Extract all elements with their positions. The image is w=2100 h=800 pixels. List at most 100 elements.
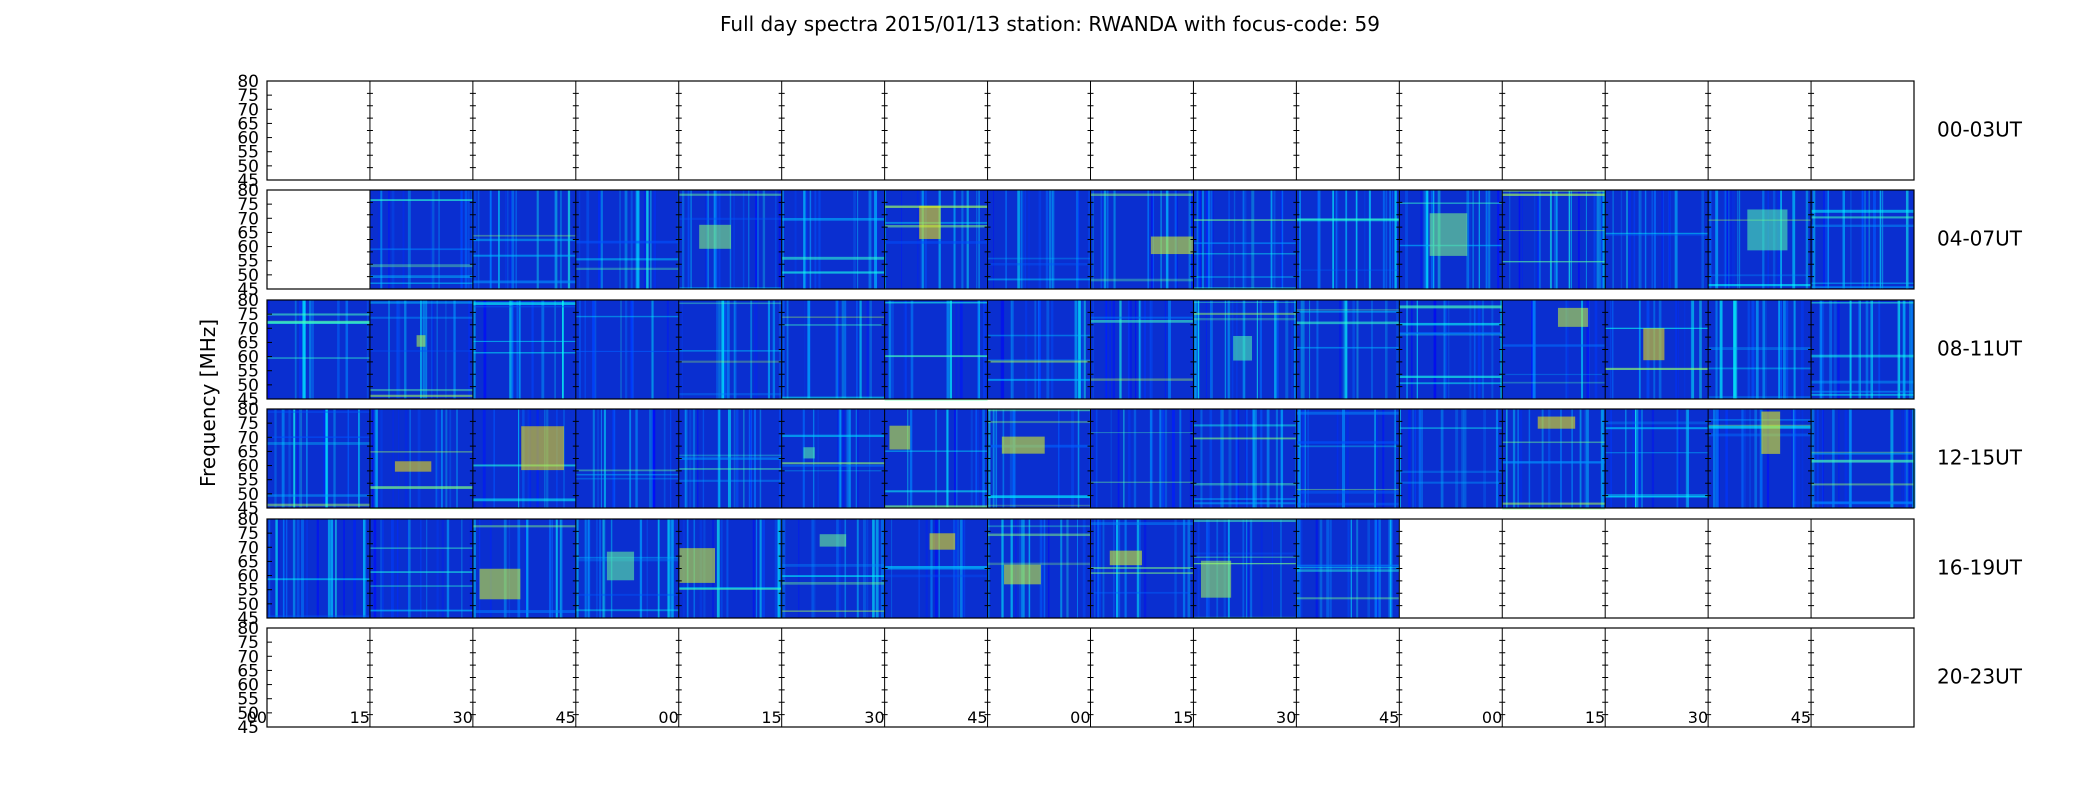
spectrum-segment xyxy=(1296,409,1400,508)
spectrum-segment xyxy=(369,190,474,289)
y-tick-label: 55 xyxy=(237,690,259,710)
x-tick-label: 30 xyxy=(864,708,884,727)
y-tick-label: 65 xyxy=(237,114,259,134)
x-tick-label: 00 xyxy=(1070,708,1090,727)
y-tick-label: 70 xyxy=(237,209,259,229)
spectrum-segment xyxy=(267,519,370,619)
spectrum-segment xyxy=(472,519,576,618)
y-tick-label: 70 xyxy=(237,647,259,667)
x-tick-label: 30 xyxy=(1276,708,1296,727)
y-tick-label: 65 xyxy=(237,333,259,353)
y-tick-label: 60 xyxy=(237,348,259,368)
spectrum-segment xyxy=(781,190,885,289)
spectrum-segment xyxy=(1605,300,1709,399)
row-label: 00-03UT xyxy=(1937,118,2023,142)
x-tick-label: 15 xyxy=(1173,708,1193,727)
x-tick-label: 45 xyxy=(967,708,987,727)
y-tick-label: 65 xyxy=(237,442,259,462)
spectrum-segment xyxy=(1399,300,1504,399)
row-label: 04-07UT xyxy=(1937,227,2023,251)
x-tick-label: 45 xyxy=(1791,708,1811,727)
y-tick-label: 75 xyxy=(237,524,259,544)
spectrum-segment xyxy=(1399,190,1504,289)
y-tick-label: 45 xyxy=(237,280,259,300)
y-tick-label: 55 xyxy=(237,252,259,272)
y-tick-label: 50 xyxy=(237,704,259,724)
x-tick-label: 00 xyxy=(658,708,678,727)
spectrum-segment xyxy=(781,409,885,508)
y-tick-label: 55 xyxy=(237,581,259,601)
spectrum-segment xyxy=(781,519,885,618)
row-label: 20-23UT xyxy=(1937,665,2023,689)
y-tick-label: 75 xyxy=(237,305,259,325)
y-tick-label: 60 xyxy=(237,238,259,258)
spectrum-segment xyxy=(884,519,988,618)
y-tick-label: 80 xyxy=(237,510,259,530)
panels: 455055606570758000-03UT45505560657075800… xyxy=(237,72,2022,738)
y-tick-label: 75 xyxy=(237,414,259,434)
spectrum-segment xyxy=(781,300,885,400)
spectrum-segment xyxy=(575,409,679,508)
x-tick-label: 15 xyxy=(761,708,781,727)
spectrum-segment xyxy=(1502,300,1606,399)
spectrum-segment xyxy=(1605,190,1709,289)
spectrum-segment xyxy=(1090,409,1194,508)
y-tick-label: 75 xyxy=(237,633,259,653)
spectrum-segment xyxy=(1296,190,1400,289)
spectrum-segment xyxy=(987,190,1091,289)
spectrum-segment xyxy=(1090,190,1194,289)
spectrum-segment xyxy=(1193,300,1297,399)
y-tick-label: 80 xyxy=(237,619,259,639)
y-tick-label: 65 xyxy=(237,661,259,681)
spectrum-segment xyxy=(987,300,1091,399)
y-tick-label: 60 xyxy=(237,676,259,696)
y-tick-label: 50 xyxy=(237,266,259,286)
x-tick-label: 00 xyxy=(1482,708,1502,727)
y-tick-label: 80 xyxy=(237,400,259,420)
x-tick-label: 30 xyxy=(453,708,473,727)
chart-title: Full day spectra 2015/01/13 station: RWA… xyxy=(720,12,1380,36)
x-tick-label: 15 xyxy=(1585,708,1605,727)
spectrum-segment xyxy=(1811,409,1916,508)
spectrum-segment xyxy=(1811,300,1915,399)
y-tick-label: 60 xyxy=(237,457,259,477)
row-label: 12-15UT xyxy=(1937,446,2023,470)
spectrum-segment xyxy=(884,409,988,508)
spectrum-segment xyxy=(1811,190,1914,289)
spectrum-segment xyxy=(575,190,681,289)
spectrum-segment xyxy=(267,409,370,508)
spectrum-segment xyxy=(369,409,473,510)
y-tick-label: 50 xyxy=(237,595,259,615)
spectrum-segment xyxy=(1605,409,1709,508)
spectrum-segment xyxy=(472,300,576,399)
y-tick-label: 70 xyxy=(237,319,259,339)
y-tick-label: 50 xyxy=(237,157,259,177)
x-tick-label: 00 xyxy=(247,708,267,727)
y-tick-label: 70 xyxy=(237,428,259,448)
spectrum-segment xyxy=(678,300,782,399)
y-tick-label: 60 xyxy=(237,129,259,149)
spectrum-segment xyxy=(987,519,1091,618)
spectrum-segment xyxy=(267,300,370,399)
spectrum-segment xyxy=(1193,519,1299,619)
spectrum-segment xyxy=(1708,300,1812,399)
x-tick-label: 15 xyxy=(350,708,370,727)
row-label: 16-19UT xyxy=(1937,556,2023,580)
spectrum-segment xyxy=(678,409,782,508)
y-tick-label: 55 xyxy=(237,362,259,382)
y-tick-label: 70 xyxy=(237,538,259,558)
y-tick-label: 80 xyxy=(237,72,259,92)
spectrum-segment xyxy=(1090,300,1194,399)
x-tick-label: 30 xyxy=(1688,708,1708,727)
row-label: 08-11UT xyxy=(1937,337,2023,361)
spectrum-segment xyxy=(1399,409,1505,508)
y-tick-label: 80 xyxy=(237,181,259,201)
y-tick-label: 45 xyxy=(237,609,259,629)
spectrum-segment xyxy=(1193,409,1298,508)
y-tick-label: 75 xyxy=(237,195,259,215)
